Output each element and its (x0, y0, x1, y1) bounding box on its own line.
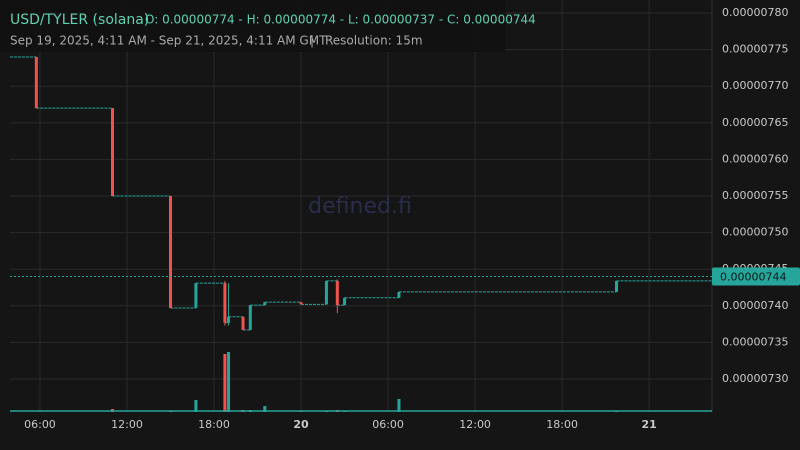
y-tick-label: 0.00000740 (722, 299, 788, 312)
candle-body (241, 316, 245, 330)
x-tick-label: 12:00 (111, 418, 143, 431)
y-tick-label: 0.00000735 (722, 335, 788, 348)
last-price-box (712, 267, 800, 286)
x-tick-label: 18:00 (546, 418, 578, 431)
last-price-label: 0.00000744 (720, 271, 786, 284)
volume-bar (223, 354, 227, 412)
y-tick-label: 0.00000730 (722, 372, 788, 385)
volume-bar (194, 400, 198, 412)
watermark: defined.fi (308, 194, 412, 219)
x-tick-label: 06:00 (372, 418, 404, 431)
y-tick-label: 0.00000780 (722, 6, 788, 19)
candle-body (248, 305, 252, 330)
candle-body (343, 297, 347, 306)
y-tick-label: 0.00000775 (722, 43, 788, 56)
separator: | (310, 34, 314, 48)
candle-body (397, 291, 401, 298)
candle-body (34, 56, 38, 109)
candle-body (263, 302, 267, 306)
volume-bar (397, 399, 401, 412)
x-tick-label: 12:00 (459, 418, 491, 431)
candle-body (335, 280, 339, 306)
candle-body (223, 283, 227, 323)
y-tick-label: 0.00000770 (722, 79, 788, 92)
y-tick-label: 0.00000755 (722, 189, 788, 202)
x-tick-label: 18:00 (198, 418, 230, 431)
candle-body (110, 108, 114, 197)
pair-title: USD/TYLER (solana) (10, 12, 149, 28)
x-tick-label: 21 (641, 418, 656, 431)
x-tick-label: 20 (293, 418, 309, 431)
candle-body (299, 302, 303, 305)
candle-body (227, 316, 231, 323)
y-tick-label: 0.00000765 (722, 116, 788, 129)
header-bg (0, 0, 505, 52)
volume-bar (263, 406, 267, 412)
candle-body (169, 196, 173, 308)
time-range: Sep 19, 2025, 4:11 AM - Sep 21, 2025, 4:… (10, 34, 327, 48)
y-tick-label: 0.00000750 (722, 226, 788, 239)
candle-body (194, 283, 198, 308)
resolution: Resolution: 15m (325, 34, 423, 48)
volume-bar (227, 352, 231, 412)
y-tick-label: 0.00000760 (722, 152, 788, 165)
ohlc-summary: O: 0.00000774 - H: 0.00000774 - L: 0.000… (145, 13, 536, 27)
plot (10, 56, 712, 412)
candle-body (615, 280, 619, 292)
candle-body (324, 280, 328, 305)
x-tick-label: 06:00 (24, 418, 56, 431)
